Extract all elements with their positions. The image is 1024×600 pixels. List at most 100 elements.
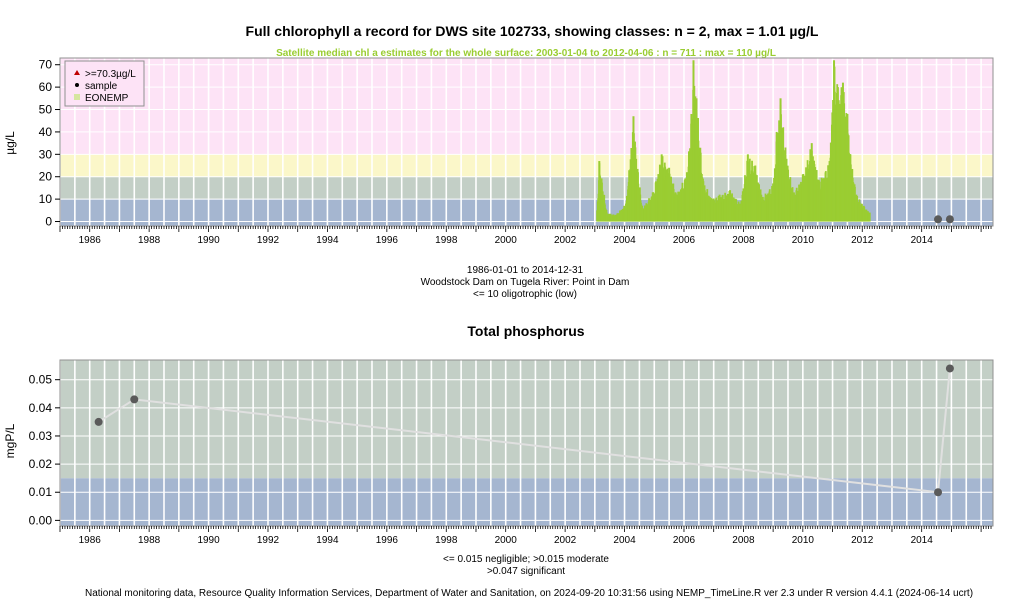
satellite-peak xyxy=(846,114,849,222)
x-tick-label: 1996 xyxy=(376,535,399,546)
satellite-peak xyxy=(641,208,644,222)
x-tick-label: 1986 xyxy=(79,535,102,546)
tp-class-caption-2: >0.047 significant xyxy=(487,566,565,577)
legend-label: sample xyxy=(85,81,118,92)
satellite-peak xyxy=(828,161,831,222)
satellite-peak xyxy=(761,196,764,222)
x-tick-label: 1994 xyxy=(316,535,339,546)
y-tick-label: 30 xyxy=(39,147,53,161)
satellite-peak xyxy=(818,181,821,222)
phosphorus-point xyxy=(94,417,103,426)
phosphorus-point xyxy=(945,364,954,373)
class-caption: <= 10 oligotrophic (low) xyxy=(473,289,577,300)
x-tick-label: 2010 xyxy=(792,235,815,246)
x-tick-label: 1988 xyxy=(138,535,161,546)
y-tick-label: 60 xyxy=(39,80,53,94)
class-band-3 xyxy=(60,58,993,155)
satellite-peak xyxy=(718,194,721,222)
satellite-peak xyxy=(692,60,695,222)
x-tick-label: 1990 xyxy=(197,235,220,246)
phosphorus-point xyxy=(934,488,943,497)
satellite-peak xyxy=(779,98,782,222)
x-tick-label: 1992 xyxy=(257,535,280,546)
x-tick-label: 1998 xyxy=(435,535,458,546)
chlorophyll-y-axis-label: µg/L xyxy=(3,131,17,155)
y-tick-label: 0.00 xyxy=(29,513,53,527)
satellite-peak xyxy=(668,167,671,222)
x-tick-label: 2000 xyxy=(495,235,518,246)
satellite-peak xyxy=(605,212,608,222)
satellite-peak xyxy=(754,165,757,222)
legend-label: >=70.3µg/L xyxy=(85,69,136,80)
y-tick-label: 0.01 xyxy=(29,485,53,499)
satellite-peak xyxy=(729,190,732,222)
satellite-peak xyxy=(702,181,705,222)
x-tick-label: 2014 xyxy=(911,535,934,546)
class-band-1 xyxy=(60,360,993,479)
y-tick-label: 0.02 xyxy=(29,457,53,471)
satellite-peak xyxy=(690,114,693,222)
x-tick-label: 1988 xyxy=(138,235,161,246)
satellite-peak xyxy=(810,143,813,222)
satellite-peak xyxy=(775,131,778,222)
satellite-peak xyxy=(801,174,804,222)
satellite-peak xyxy=(614,214,617,222)
satellite-peak xyxy=(862,205,865,222)
satellite-peak xyxy=(833,60,836,222)
class-band-0 xyxy=(60,478,993,526)
satellite-peak xyxy=(598,161,601,222)
y-tick-label: 0.03 xyxy=(29,429,53,443)
chlorophyll-plot-area: 0 10 20 30 40 50 60 70 1986 1988 1990 1992 1994 1996 1… xyxy=(39,57,994,246)
x-tick-label: 2012 xyxy=(851,535,874,546)
satellite-peak xyxy=(632,116,635,222)
phosphorus-line xyxy=(98,368,951,494)
x-tick-label: 2008 xyxy=(732,535,755,546)
satellite-peak xyxy=(868,212,871,222)
satellite-peak xyxy=(849,154,852,222)
chlorophyll-chart-subtitle: Satellite median chl a estimates for the… xyxy=(276,48,776,59)
y-tick-label: 10 xyxy=(39,192,53,206)
legend-dot-symbol xyxy=(75,83,79,87)
x-tick-label: 2004 xyxy=(613,235,636,246)
x-tick-label: 2002 xyxy=(554,235,577,246)
site-caption: Woodstock Dam on Tugela River: Point in … xyxy=(421,277,630,288)
plot-border xyxy=(59,359,994,527)
phosphorus-plot-area: 0.00 0.01 0.02 0.03 0.04 0.05 1986 1988 1990 1992… xyxy=(29,359,994,546)
x-tick-label: 2014 xyxy=(911,235,934,246)
x-tick-label: 1990 xyxy=(197,535,220,546)
tp-class-caption-1: <= 0.015 negligible; >0.015 moderate xyxy=(443,554,609,565)
satellite-peak xyxy=(625,203,628,222)
y-tick-label: 40 xyxy=(39,125,53,139)
x-tick-label: 1992 xyxy=(257,235,280,246)
satellite-peak xyxy=(651,192,654,222)
y-tick-label: 0.05 xyxy=(29,373,53,387)
satellite-peak xyxy=(636,172,639,222)
satellite-peak xyxy=(660,154,663,222)
phosphorus-point xyxy=(130,395,139,404)
satellite-peak xyxy=(836,87,839,222)
satellite-peak xyxy=(792,192,795,222)
satellite-peak xyxy=(695,98,698,222)
date-range-caption: 1986-01-01 to 2014-12-31 xyxy=(467,265,584,276)
x-tick-label: 2006 xyxy=(673,535,696,546)
satellite-peak xyxy=(746,154,749,222)
footer-caption: National monitoring data, Resource Quali… xyxy=(85,588,973,599)
x-tick-label: 2010 xyxy=(792,535,815,546)
satellite-peak xyxy=(596,210,599,222)
y-tick-label: 20 xyxy=(39,170,53,184)
phosphorus-chart-title: Total phosphorus xyxy=(467,323,584,339)
x-tick-label: 1998 xyxy=(435,235,458,246)
y-tick-label: 70 xyxy=(39,58,53,72)
y-tick-label: 0 xyxy=(45,215,52,229)
satellite-peak xyxy=(855,194,858,222)
legend-square-symbol xyxy=(74,94,80,100)
x-tick-label: 1986 xyxy=(79,235,102,246)
x-tick-label: 1996 xyxy=(376,235,399,246)
x-tick-label: 2008 xyxy=(732,235,755,246)
sample-point xyxy=(945,215,954,224)
x-tick-label: 2006 xyxy=(673,235,696,246)
class-band-2 xyxy=(60,154,993,177)
y-tick-label: 50 xyxy=(39,103,53,117)
x-tick-label: 2000 xyxy=(495,535,518,546)
